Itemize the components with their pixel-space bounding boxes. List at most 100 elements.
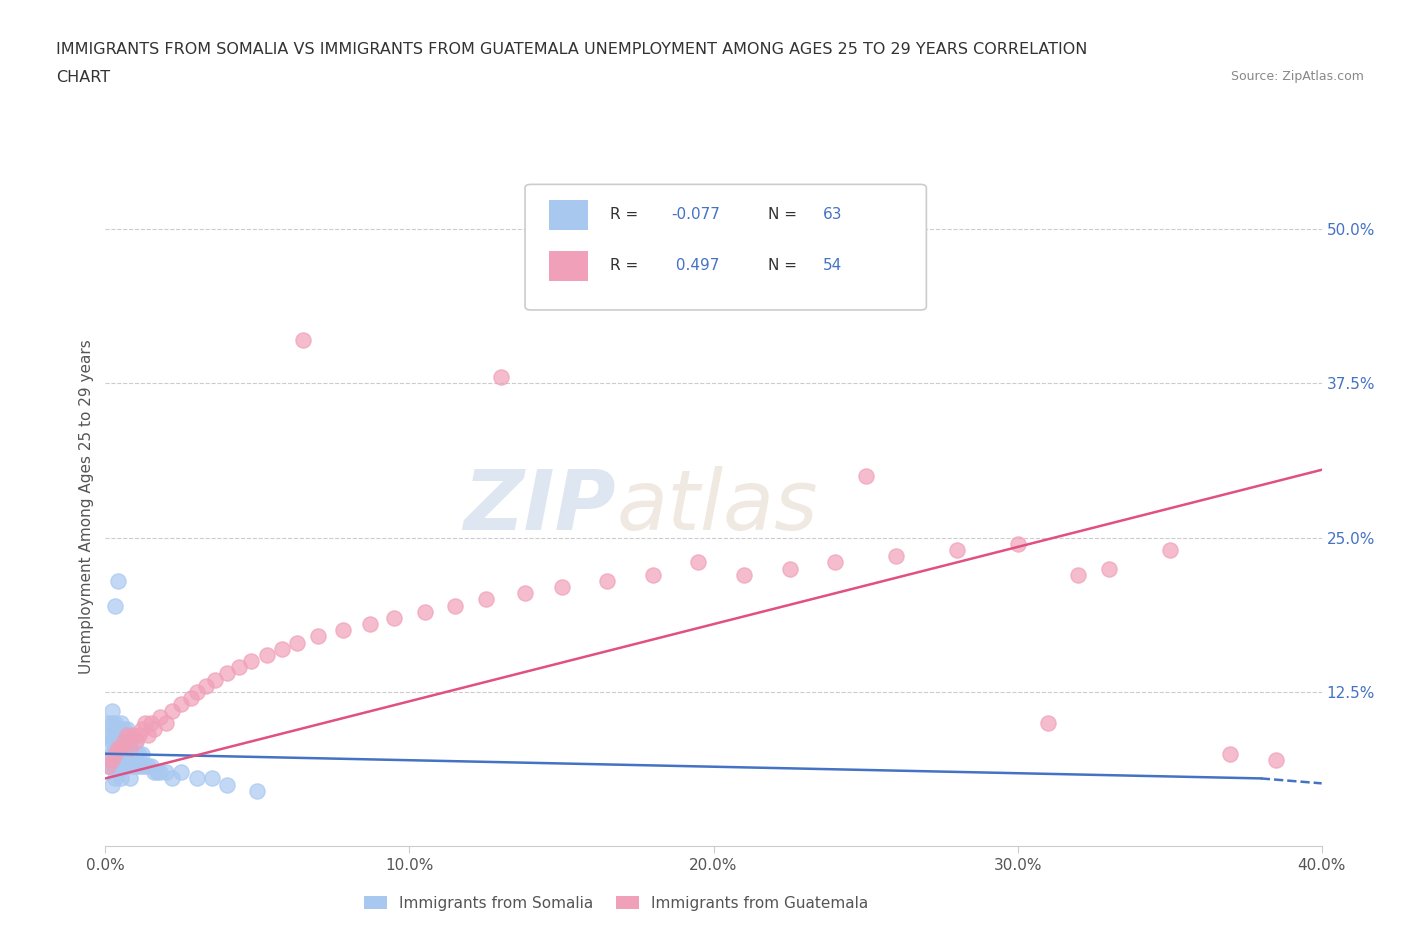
Text: ZIP: ZIP [464, 466, 616, 548]
Point [103, 746, 125, 761]
Point [110, 728, 132, 743]
Point [112, 746, 135, 761]
Point [733, 567, 755, 582]
Point [1007, 537, 1029, 551]
Point [186, 771, 208, 786]
Point [228, 660, 250, 675]
Point [1265, 752, 1288, 767]
Text: 54: 54 [823, 259, 842, 273]
Point [596, 574, 619, 589]
Point [115, 759, 138, 774]
Text: R =: R = [610, 259, 644, 273]
Point [1219, 746, 1241, 761]
Point [240, 654, 263, 669]
Point [307, 629, 329, 644]
Point [855, 469, 877, 484]
Point [149, 764, 172, 779]
Point [155, 715, 177, 730]
Point [100, 715, 122, 730]
Point [107, 759, 129, 774]
Point [194, 678, 217, 693]
Point [121, 728, 143, 743]
Point [107, 740, 129, 755]
Point [136, 759, 159, 774]
Point [118, 759, 141, 774]
Text: CHART: CHART [56, 70, 110, 85]
Point [162, 771, 184, 786]
Point [134, 715, 156, 730]
Point [100, 728, 122, 743]
Point [256, 647, 278, 662]
Point [100, 746, 122, 761]
Point [107, 722, 129, 737]
Point [180, 691, 202, 706]
Text: N =: N = [768, 259, 803, 273]
Point [118, 740, 141, 755]
Text: Source: ZipAtlas.com: Source: ZipAtlas.com [1230, 70, 1364, 83]
Text: atlas: atlas [616, 466, 818, 548]
Point [1036, 715, 1059, 730]
Point [103, 752, 125, 767]
Text: 63: 63 [823, 207, 842, 222]
Point [146, 764, 169, 779]
Point [97, 740, 120, 755]
Point [945, 542, 967, 557]
Point [107, 746, 129, 761]
Point [97, 752, 120, 767]
Point [103, 715, 125, 730]
Point [107, 734, 129, 749]
Point [100, 752, 122, 767]
Point [115, 722, 138, 737]
Point [107, 764, 129, 779]
Point [489, 370, 512, 385]
Point [139, 759, 162, 774]
Point [1159, 542, 1181, 557]
Point [125, 734, 148, 749]
Point [884, 549, 907, 564]
Point [332, 623, 354, 638]
Point [204, 672, 226, 687]
Point [246, 783, 269, 798]
Point [824, 555, 846, 570]
Point [125, 746, 148, 761]
Point [292, 333, 315, 348]
Point [100, 759, 122, 774]
Point [115, 728, 138, 743]
Point [641, 567, 664, 582]
Y-axis label: Unemployment Among Ages 25 to 29 years: Unemployment Among Ages 25 to 29 years [79, 339, 94, 674]
Point [118, 734, 141, 749]
Point [131, 759, 153, 774]
Point [115, 746, 138, 761]
Point [107, 574, 129, 589]
FancyBboxPatch shape [550, 200, 588, 231]
Point [121, 746, 143, 761]
Point [100, 734, 122, 749]
Point [131, 746, 153, 761]
Point [110, 740, 132, 755]
Point [128, 759, 150, 774]
Text: -0.077: -0.077 [671, 207, 720, 222]
Point [128, 728, 150, 743]
Point [270, 642, 292, 657]
Point [97, 728, 120, 743]
Point [110, 740, 132, 755]
Point [136, 728, 159, 743]
FancyBboxPatch shape [524, 184, 927, 310]
Point [103, 740, 125, 755]
Point [97, 759, 120, 774]
Point [112, 734, 135, 749]
Point [125, 734, 148, 749]
Point [110, 771, 132, 786]
Point [115, 734, 138, 749]
Point [444, 598, 467, 613]
Point [359, 617, 381, 631]
Legend: Immigrants from Somalia, Immigrants from Guatemala: Immigrants from Somalia, Immigrants from… [357, 889, 875, 917]
Text: N =: N = [768, 207, 803, 222]
Point [186, 684, 208, 699]
Point [110, 752, 132, 767]
Point [413, 604, 436, 619]
Point [149, 710, 172, 724]
Point [162, 703, 184, 718]
Point [103, 728, 125, 743]
Point [121, 759, 143, 774]
